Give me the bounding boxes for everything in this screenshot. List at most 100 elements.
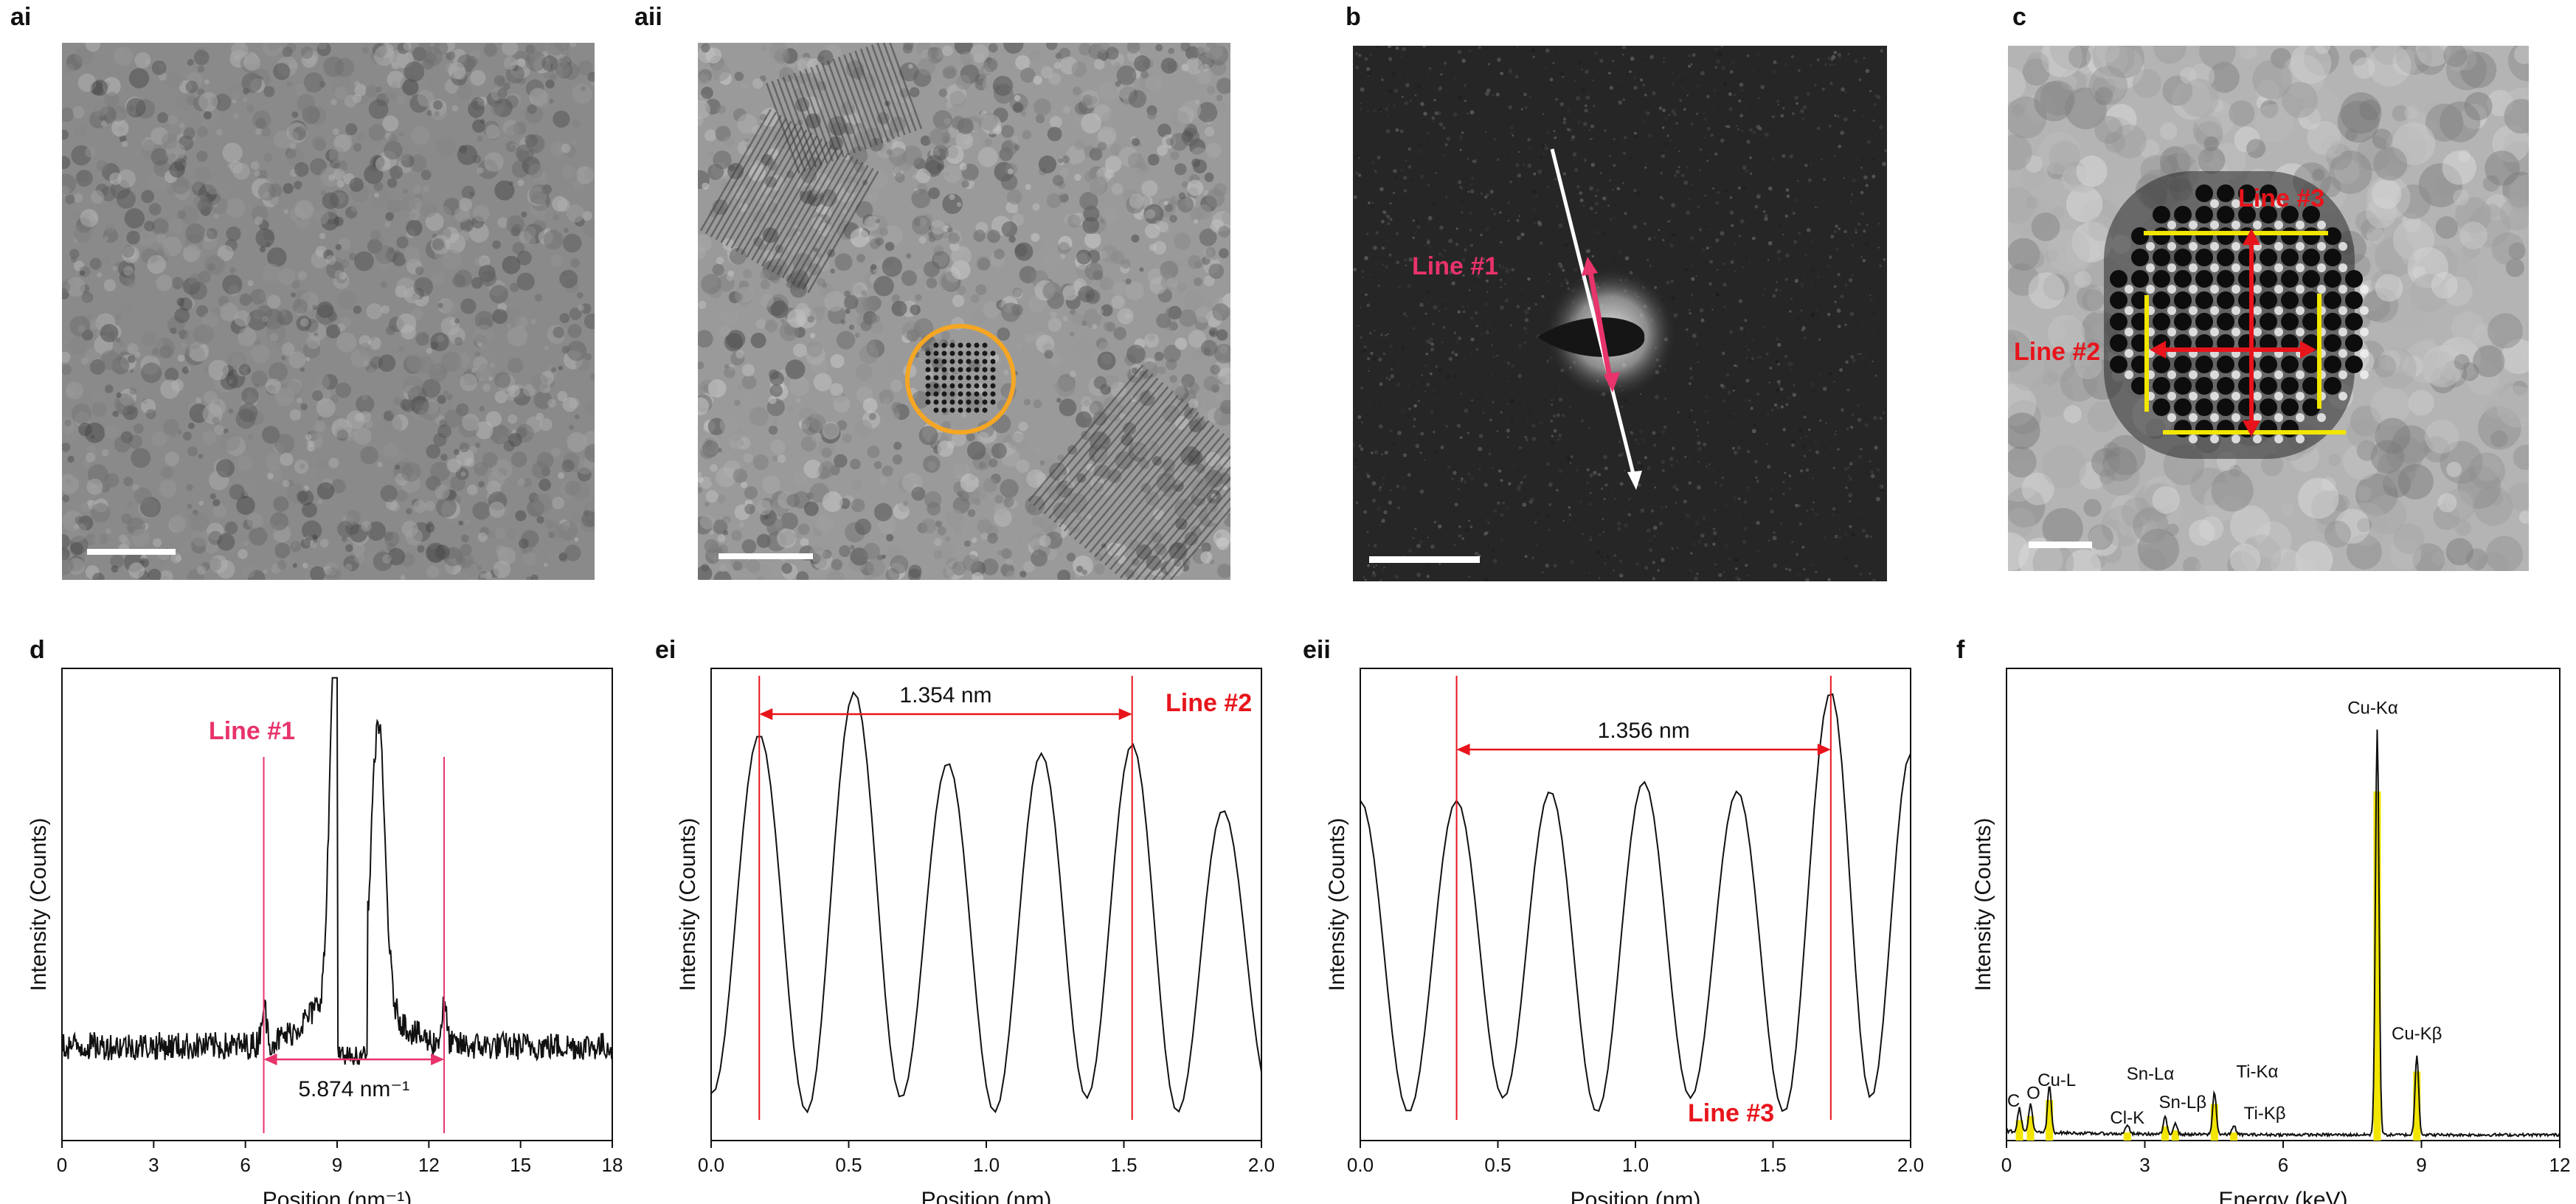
line-2-label: Line #2: [1166, 689, 1252, 717]
atom-column-bright: [2125, 285, 2133, 294]
lattice-dot: [982, 383, 988, 389]
atom-column-bright: [2167, 413, 2176, 422]
x-tick-label: 2.0: [1248, 1154, 1275, 1176]
fringe-line: [720, 120, 792, 243]
lattice-dot: [933, 350, 939, 356]
lattice-dot: [958, 399, 963, 405]
fringe-line: [725, 123, 797, 246]
atom-column-dark: [2260, 398, 2277, 416]
atom-column-dark: [2260, 270, 2277, 288]
atom-column-dark: [2217, 356, 2234, 373]
lattice-dot: [949, 383, 955, 389]
fringe-line: [766, 147, 839, 270]
atom-column-bright: [2125, 349, 2133, 358]
lattice-dot: [949, 391, 955, 397]
atom-column-bright: [2189, 285, 2198, 294]
atom-column-dark: [2195, 249, 2213, 266]
atom-column-bright: [2338, 242, 2347, 251]
atom-column-dark: [2153, 270, 2170, 288]
atom-column-dark: [2174, 206, 2192, 224]
plot-frame: [710, 668, 1262, 1141]
atom-column-dark: [2110, 356, 2127, 373]
atom-column-bright: [2338, 392, 2347, 401]
atom-column-bright: [2360, 370, 2369, 379]
atom-column-bright: [2274, 306, 2283, 315]
atom-column-dark: [2260, 356, 2277, 373]
atom-column-dark: [2324, 356, 2341, 373]
atom-column-dark: [2195, 184, 2213, 202]
atom-column-bright: [2274, 285, 2283, 294]
atom-column-dark: [2195, 227, 2213, 245]
atom-column-bright: [2253, 263, 2262, 272]
fringe-line: [843, 54, 879, 145]
panel-label-c: c: [2012, 3, 2026, 31]
lattice-dot: [958, 375, 963, 381]
beam-stop: [1537, 317, 1645, 357]
x-tick-label: 1.5: [1110, 1154, 1137, 1176]
peak-label: C: [2007, 1091, 2020, 1111]
fringe-line: [1078, 407, 1194, 544]
fringe-line: [1099, 424, 1215, 562]
atom-column-dark: [2260, 249, 2277, 266]
lattice-dot: [966, 359, 972, 364]
lattice-dot: [958, 342, 963, 348]
fringe-line: [792, 162, 864, 285]
y-axis-title: Intensity (Counts): [27, 817, 51, 991]
x-tick-label: 1.0: [973, 1154, 1000, 1176]
arrow-head-icon: [263, 1054, 277, 1065]
lattice-dot: [925, 399, 931, 405]
atom-column-dark: [2217, 184, 2234, 202]
atom-column-bright: [2253, 392, 2262, 401]
atom-column-dark: [2302, 377, 2320, 395]
lattice-dot: [958, 407, 963, 413]
atom-column-dark: [2281, 227, 2299, 245]
arrow-head-icon: [431, 1054, 445, 1065]
lattice-dot: [925, 359, 931, 364]
atom-column-dark: [2324, 227, 2341, 245]
lattice-fringes: [699, 43, 1230, 580]
atom-column-dark: [2110, 270, 2127, 288]
lattice-dot: [982, 342, 988, 348]
arrow-head-icon: [2300, 341, 2316, 359]
lattice-dot: [949, 407, 955, 413]
atom-column-bright: [2296, 392, 2305, 401]
fringe-line: [710, 114, 782, 238]
lattice-dot: [982, 391, 988, 397]
lattice-dot: [974, 342, 980, 348]
lattice-dot: [974, 399, 980, 405]
x-tick-label: 2.0: [1897, 1154, 1924, 1176]
panel-label-ai: ai: [10, 3, 32, 31]
atom-column-dark: [2324, 334, 2341, 352]
atom-column-bright: [2253, 370, 2262, 379]
x-tick-label: 0.0: [698, 1154, 724, 1176]
atom-column-bright: [2274, 392, 2283, 401]
lattice-dot: [941, 342, 947, 348]
atom-column-bright: [2189, 306, 2198, 315]
series-line: [61, 677, 613, 1065]
atom-column-bright: [2317, 221, 2326, 229]
atom-column-dark: [2324, 270, 2341, 288]
fringe-line: [887, 43, 923, 130]
fringe-line: [1033, 369, 1149, 506]
arrow-head-icon: [1118, 708, 1132, 720]
peak-fill-sn-l: [2161, 1126, 2169, 1141]
atom-column-dark: [2324, 249, 2341, 266]
atom-column-dark: [2345, 291, 2363, 309]
lattice-dot: [925, 350, 931, 356]
lattice-dot: [966, 367, 972, 373]
atom-column-dark: [2195, 420, 2213, 437]
atom-column-bright: [2232, 435, 2240, 443]
panel-label-d: d: [30, 636, 45, 664]
lattice-dot: [974, 367, 980, 373]
lattice-dot: [941, 350, 947, 356]
lattice-dot: [941, 359, 947, 364]
atom-column-dark: [2217, 420, 2234, 437]
lattice-dot: [982, 367, 988, 373]
atom-column-bright: [2296, 285, 2305, 294]
atom-column-bright: [2317, 242, 2326, 251]
peak-fill-c: [2015, 1120, 2023, 1141]
atom-column-dark: [2217, 249, 2234, 266]
atom-column-bright: [2146, 242, 2155, 251]
lattice-dot: [941, 391, 947, 397]
atom-column-bright: [2296, 306, 2305, 315]
